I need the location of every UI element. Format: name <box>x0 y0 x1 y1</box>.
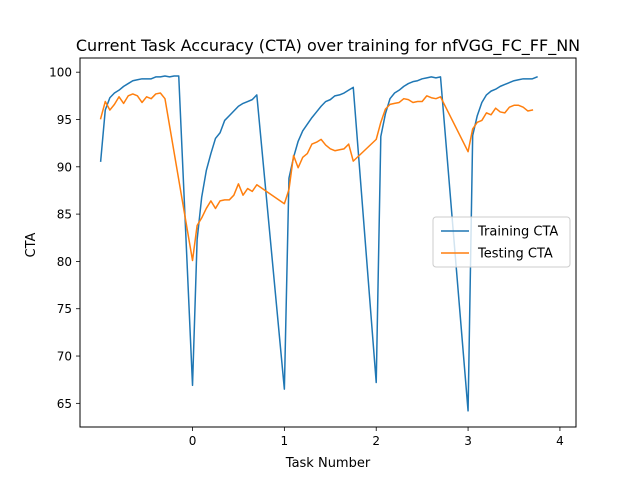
plot-frame <box>79 57 577 428</box>
series-line-training-cta <box>99 75 538 412</box>
y-tick-label: 85 <box>57 208 72 222</box>
x-tick-label: 3 <box>464 434 472 448</box>
x-axis: 0 1 2 3 4 <box>189 427 564 448</box>
x-tick-label: 2 <box>372 434 380 448</box>
y-axis: 65 70 75 80 85 90 95 100 <box>49 66 80 411</box>
legend-label: Testing CTA <box>477 247 553 262</box>
y-tick-label: 75 <box>57 302 72 316</box>
x-tick-label: 4 <box>556 434 564 448</box>
x-tick-label: 1 <box>281 434 289 448</box>
legend-box <box>432 216 571 268</box>
series-line-testing-cta <box>99 92 534 262</box>
x-axis-label: Task Number <box>285 456 371 471</box>
y-tick-label: 90 <box>57 160 72 174</box>
legend: Training CTA Testing CTA <box>432 216 571 268</box>
y-tick-label: 100 <box>49 66 72 80</box>
y-tick-label: 95 <box>57 113 72 127</box>
legend-label: Training CTA <box>477 225 558 240</box>
y-tick-label: 65 <box>57 397 72 411</box>
y-tick-label: 80 <box>57 255 72 269</box>
chart-title: Current Task Accuracy (CTA) over trainin… <box>76 36 580 56</box>
series-layer <box>99 75 538 412</box>
x-tick-label: 0 <box>189 434 197 448</box>
y-axis-label: CTA <box>24 232 39 257</box>
y-tick-label: 70 <box>57 350 72 364</box>
